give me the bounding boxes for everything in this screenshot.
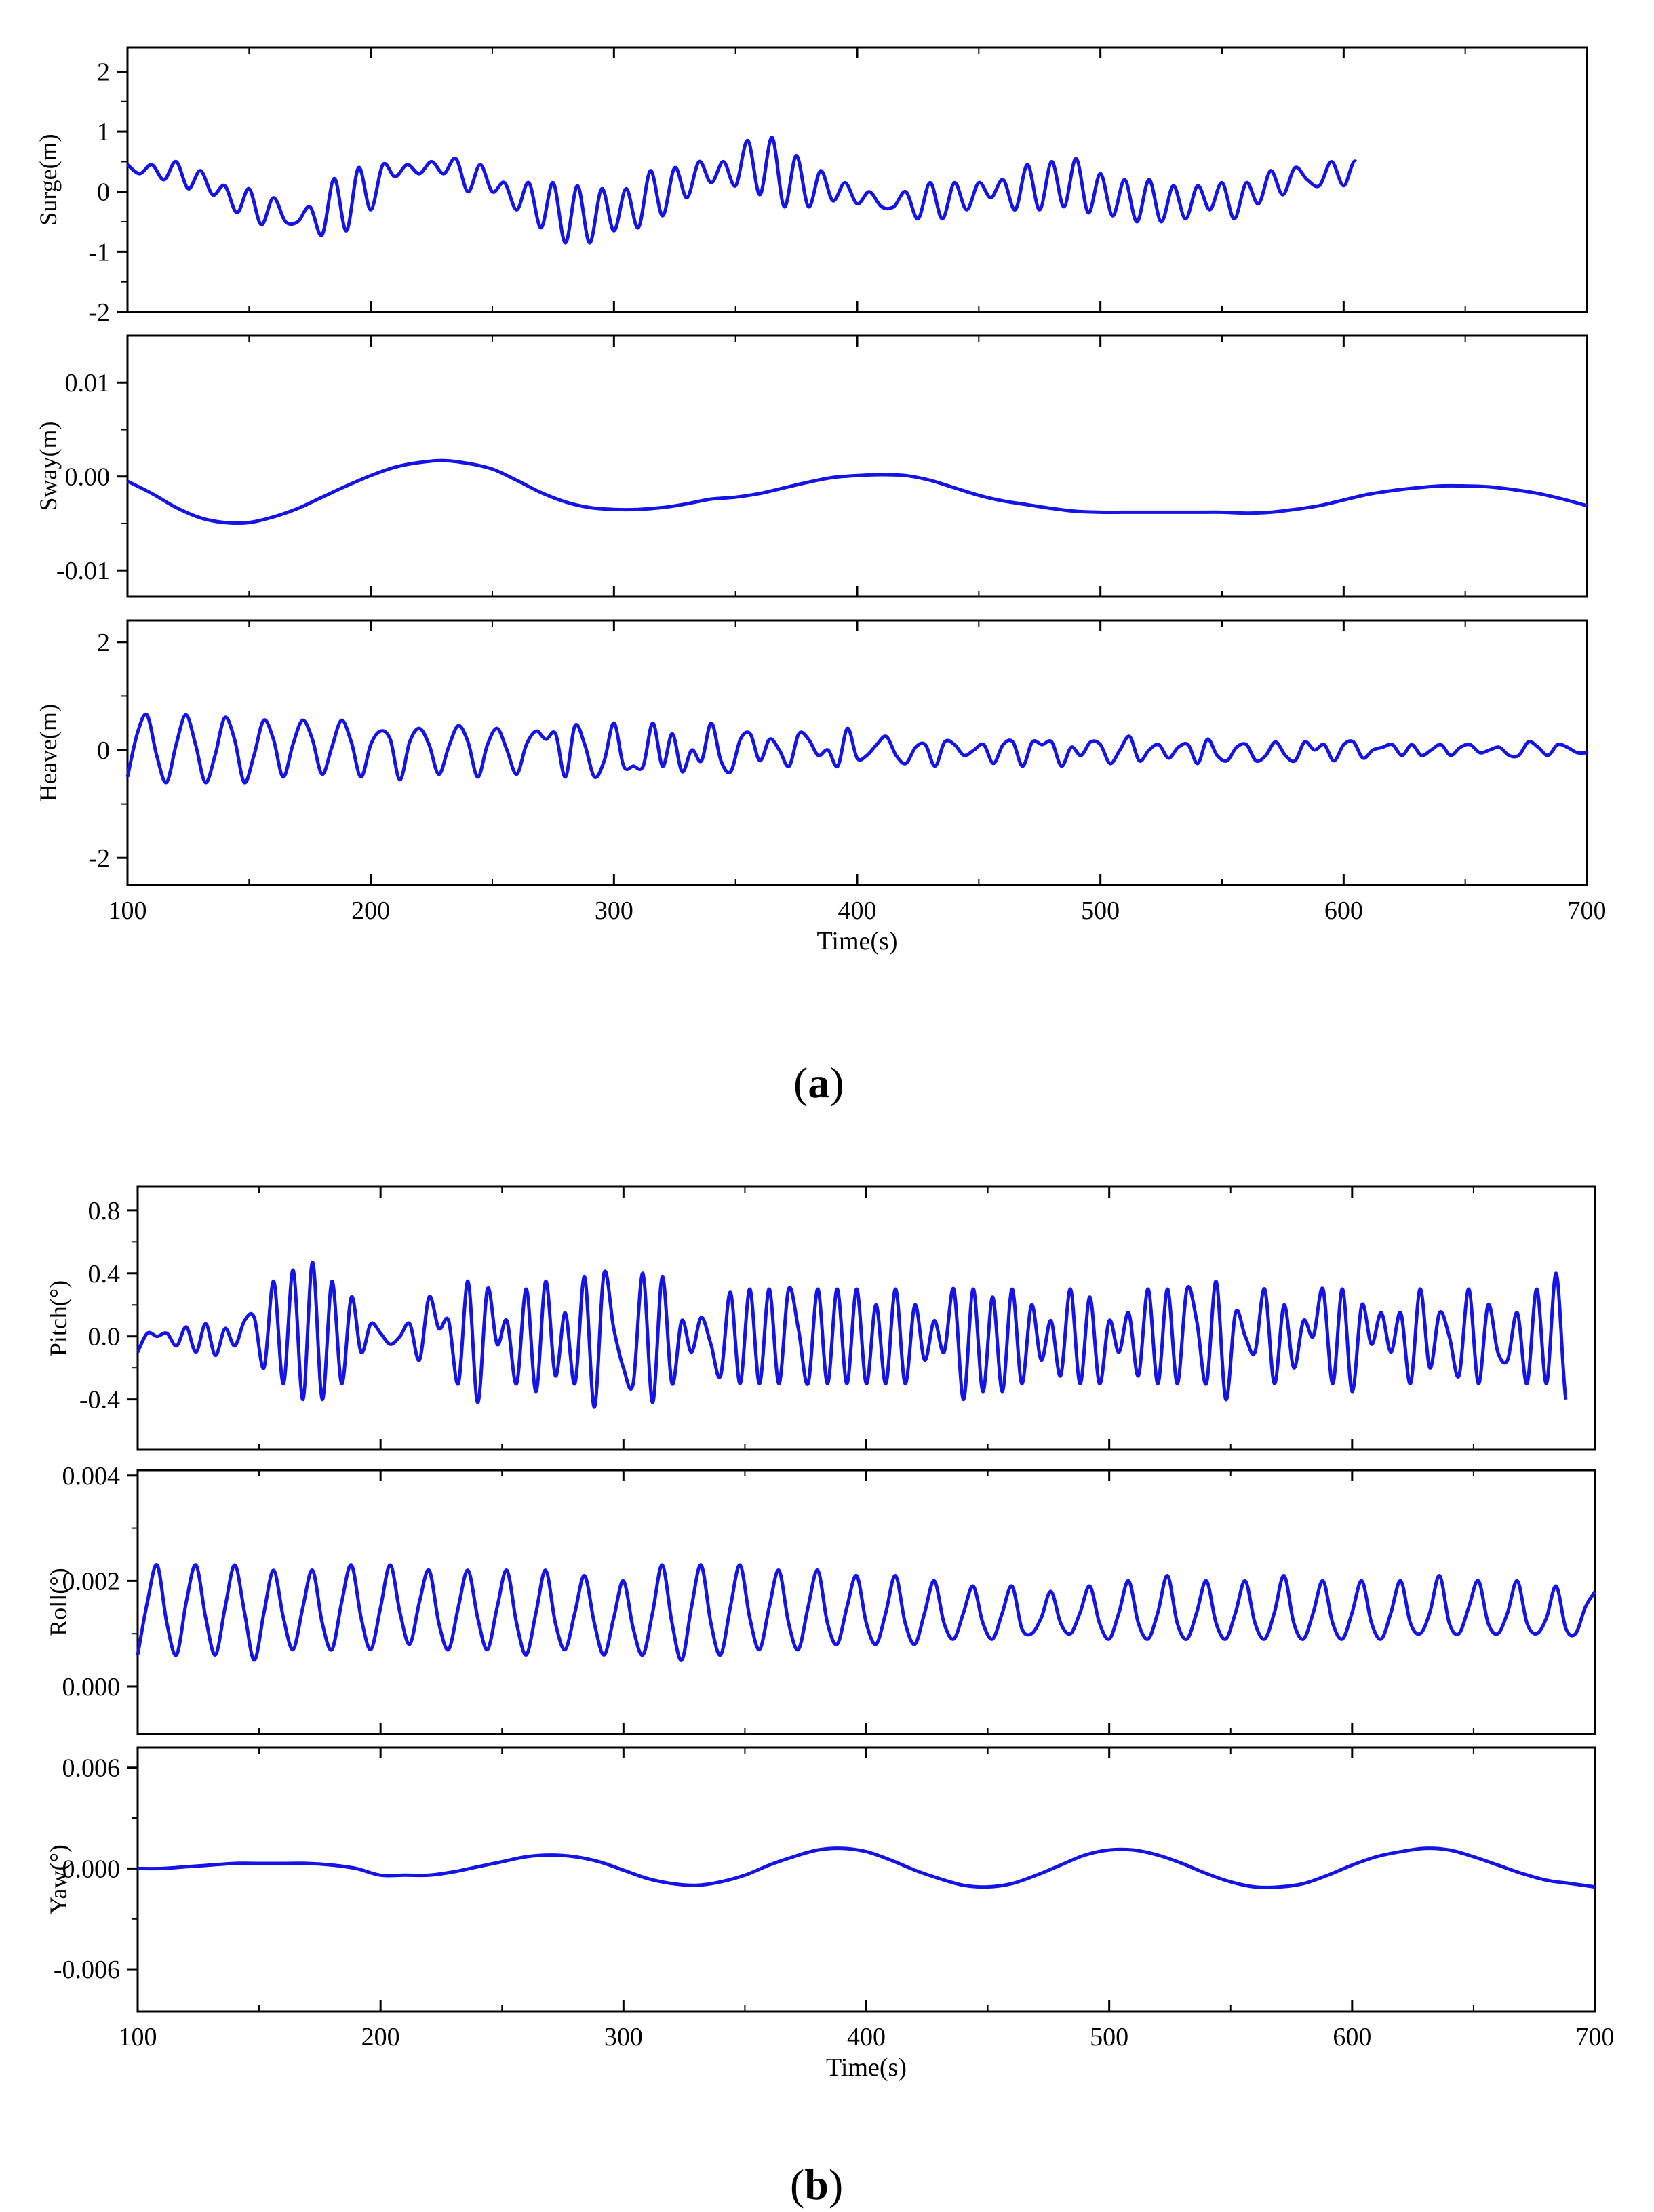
panel-3-ylabel: Pitch(°)	[45, 1280, 72, 1356]
caption-b: (b)	[790, 2160, 844, 2209]
panel-2-xlabel: Time(s)	[817, 927, 898, 955]
panel-0-ytick-label-2: 0	[97, 178, 110, 207]
panel-5-xtick-label-6: 700	[1576, 2023, 1615, 2051]
panel-1-ylabel: Sway(m)	[35, 422, 62, 511]
caption-b-letter: b	[804, 2160, 829, 2209]
panel-5-xtick-label-3: 400	[847, 2023, 886, 2051]
panel-4-ytick-label-2: 0.004	[62, 1462, 121, 1490]
panel-2-xtick-label-0: 100	[109, 896, 147, 925]
panel-2-xtick-label-2: 300	[595, 896, 633, 925]
panel-3-ytick-label-3: 0.8	[88, 1197, 121, 1225]
panel-0-ytick-label-3: 1	[97, 118, 110, 146]
panel-3-series-line	[136, 1261, 1568, 1409]
panel-1-ytick-label-2: 0.01	[65, 369, 111, 397]
panel-5-ylabel: Yaw(°)	[45, 1844, 72, 1914]
panel-4-ytick-label-1: 0.002	[62, 1567, 121, 1596]
panel-5-xlabel: Time(s)	[826, 2053, 907, 2082]
panel-5-ytick-label-1: 0.000	[62, 1855, 121, 1883]
panel-2-series-line	[125, 712, 1588, 785]
panel-4-ylabel: Roll(°)	[45, 1568, 72, 1636]
panel-0-series-line	[126, 136, 1358, 245]
panel-0-frame	[126, 46, 1588, 313]
panel-2-ytick-label-2: 2	[97, 629, 110, 657]
panel-4-frame	[136, 1469, 1596, 1735]
panel-5-xtick-label-1: 200	[361, 2023, 400, 2051]
panel-4-ytick-label-0: 0.000	[62, 1673, 121, 1701]
panel-1-ytick-label-0: -0.01	[56, 557, 110, 585]
panel-0-ytick-label-0: -2	[88, 298, 110, 327]
panel-2-xtick-label-3: 400	[838, 896, 877, 925]
panel-1-ytick-label-1: 0.00	[65, 463, 111, 492]
panel-0-ylabel: Surge(m)	[35, 134, 62, 225]
panel-0-ytick-label-1: -1	[88, 238, 110, 266]
panel-5-ytick-label-2: 0.006	[62, 1754, 121, 1783]
panel-2-ylabel: Heave(m)	[35, 704, 62, 802]
panel-5-frame	[136, 1746, 1596, 2013]
panel-2-ytick-label-0: -2	[88, 844, 110, 873]
panel-0-ytick-label-4: 2	[97, 58, 110, 86]
panel-2-xtick-label-4: 500	[1081, 896, 1120, 925]
caption-a-letter: a	[808, 1059, 830, 1107]
panel-2-xtick-label-6: 700	[1568, 896, 1607, 925]
panel-1-frame	[126, 334, 1588, 598]
panel-5-xtick-label-0: 100	[119, 2023, 157, 2051]
panel-4-series-line	[136, 1563, 1597, 1662]
panel-3-ytick-label-1: 0.0	[88, 1323, 121, 1351]
panel-5-xtick-label-2: 300	[604, 2023, 643, 2051]
panel-2-ytick-label-1: 0	[97, 736, 110, 765]
panel-5-ytick-label-0: -0.006	[54, 1956, 120, 1984]
panel-5-series-line	[137, 1846, 1596, 1889]
panel-1-series-line	[126, 458, 1588, 526]
panel-3-ytick-label-2: 0.4	[88, 1260, 121, 1288]
panel-5-xtick-label-4: 500	[1090, 2023, 1128, 2051]
caption-a: (a)	[793, 1059, 844, 1107]
panel-2-xtick-label-1: 200	[351, 896, 390, 925]
panel-3-ytick-label-0: -0.4	[79, 1386, 120, 1415]
panel-5-xtick-label-5: 600	[1333, 2023, 1371, 2051]
panel-2-xtick-label-5: 600	[1324, 896, 1363, 925]
